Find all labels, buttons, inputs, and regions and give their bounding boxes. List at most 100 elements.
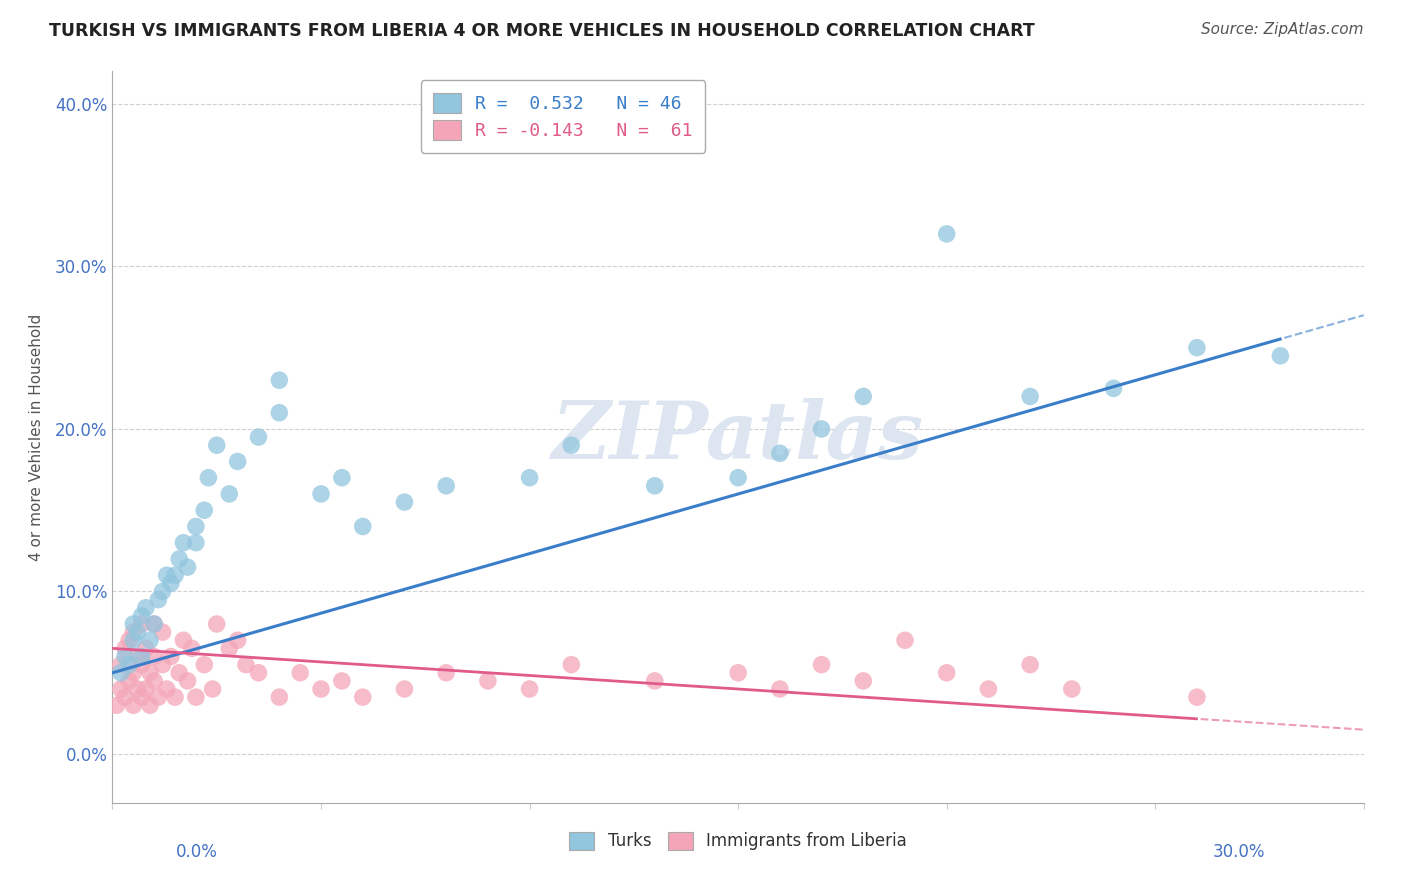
Text: Source: ZipAtlas.com: Source: ZipAtlas.com bbox=[1201, 22, 1364, 37]
Point bbox=[122, 617, 145, 632]
Point bbox=[114, 649, 136, 664]
Point bbox=[235, 657, 257, 672]
Point bbox=[184, 519, 207, 533]
Point bbox=[1019, 389, 1042, 403]
Point bbox=[852, 389, 875, 403]
Point bbox=[160, 649, 183, 664]
Point bbox=[122, 665, 145, 680]
Point bbox=[309, 681, 332, 696]
Point bbox=[139, 698, 162, 713]
Point bbox=[160, 576, 183, 591]
Point bbox=[148, 690, 170, 705]
Point bbox=[226, 633, 249, 648]
Point bbox=[810, 422, 832, 436]
Point bbox=[205, 617, 228, 632]
Point bbox=[193, 657, 215, 672]
Point bbox=[394, 495, 416, 509]
Point bbox=[434, 665, 457, 680]
Point bbox=[139, 665, 162, 680]
Point bbox=[519, 681, 541, 696]
Point bbox=[519, 471, 541, 485]
Point bbox=[201, 681, 224, 696]
Text: 0.0%: 0.0% bbox=[176, 843, 218, 861]
Point bbox=[131, 690, 153, 705]
Point bbox=[135, 681, 157, 696]
Point bbox=[330, 673, 353, 688]
Point bbox=[172, 633, 194, 648]
Point bbox=[180, 641, 202, 656]
Point bbox=[118, 673, 141, 688]
Point bbox=[394, 681, 416, 696]
Point bbox=[1102, 381, 1125, 395]
Point bbox=[226, 454, 249, 468]
Point bbox=[290, 665, 312, 680]
Point bbox=[352, 690, 374, 705]
Point bbox=[1185, 341, 1208, 355]
Point bbox=[110, 657, 132, 672]
Point bbox=[197, 471, 219, 485]
Point bbox=[172, 535, 194, 549]
Point bbox=[560, 438, 582, 452]
Point bbox=[1019, 657, 1042, 672]
Point bbox=[269, 406, 291, 420]
Point bbox=[131, 608, 153, 623]
Point bbox=[184, 690, 207, 705]
Point bbox=[131, 649, 153, 664]
Point bbox=[122, 698, 145, 713]
Point bbox=[114, 641, 136, 656]
Point bbox=[143, 649, 166, 664]
Point bbox=[143, 617, 166, 632]
Point bbox=[131, 617, 153, 632]
Point bbox=[269, 373, 291, 387]
Point bbox=[477, 673, 499, 688]
Point bbox=[139, 633, 162, 648]
Point bbox=[127, 681, 149, 696]
Point bbox=[247, 665, 270, 680]
Point bbox=[852, 673, 875, 688]
Point bbox=[218, 487, 240, 501]
Legend: Turks, Immigrants from Liberia: Turks, Immigrants from Liberia bbox=[560, 822, 917, 860]
Point bbox=[810, 657, 832, 672]
Point bbox=[167, 665, 190, 680]
Point bbox=[977, 681, 1000, 696]
Point bbox=[143, 673, 166, 688]
Point bbox=[114, 690, 136, 705]
Text: TURKISH VS IMMIGRANTS FROM LIBERIA 4 OR MORE VEHICLES IN HOUSEHOLD CORRELATION C: TURKISH VS IMMIGRANTS FROM LIBERIA 4 OR … bbox=[49, 22, 1035, 40]
Point bbox=[769, 681, 792, 696]
Point bbox=[148, 592, 170, 607]
Point bbox=[127, 649, 149, 664]
Point bbox=[176, 560, 198, 574]
Point bbox=[727, 665, 749, 680]
Point bbox=[935, 665, 957, 680]
Point bbox=[1270, 349, 1292, 363]
Point bbox=[110, 665, 132, 680]
Point bbox=[122, 633, 145, 648]
Point bbox=[163, 690, 186, 705]
Point bbox=[184, 535, 207, 549]
Point bbox=[330, 471, 353, 485]
Point bbox=[935, 227, 957, 241]
Point bbox=[118, 633, 141, 648]
Point bbox=[167, 552, 190, 566]
Point bbox=[218, 641, 240, 656]
Y-axis label: 4 or more Vehicles in Household: 4 or more Vehicles in Household bbox=[30, 313, 44, 561]
Text: ZIPatlas: ZIPatlas bbox=[553, 399, 924, 475]
Point bbox=[163, 568, 186, 582]
Point bbox=[135, 641, 157, 656]
Point bbox=[131, 657, 153, 672]
Point bbox=[1060, 681, 1083, 696]
Point bbox=[122, 625, 145, 640]
Point bbox=[205, 438, 228, 452]
Point bbox=[434, 479, 457, 493]
Point bbox=[644, 673, 666, 688]
Point bbox=[152, 584, 174, 599]
Point bbox=[269, 690, 291, 705]
Point bbox=[309, 487, 332, 501]
Point bbox=[769, 446, 792, 460]
Point bbox=[727, 471, 749, 485]
Point bbox=[247, 430, 270, 444]
Point bbox=[127, 625, 149, 640]
Point bbox=[894, 633, 917, 648]
Point bbox=[156, 681, 179, 696]
Point bbox=[152, 625, 174, 640]
